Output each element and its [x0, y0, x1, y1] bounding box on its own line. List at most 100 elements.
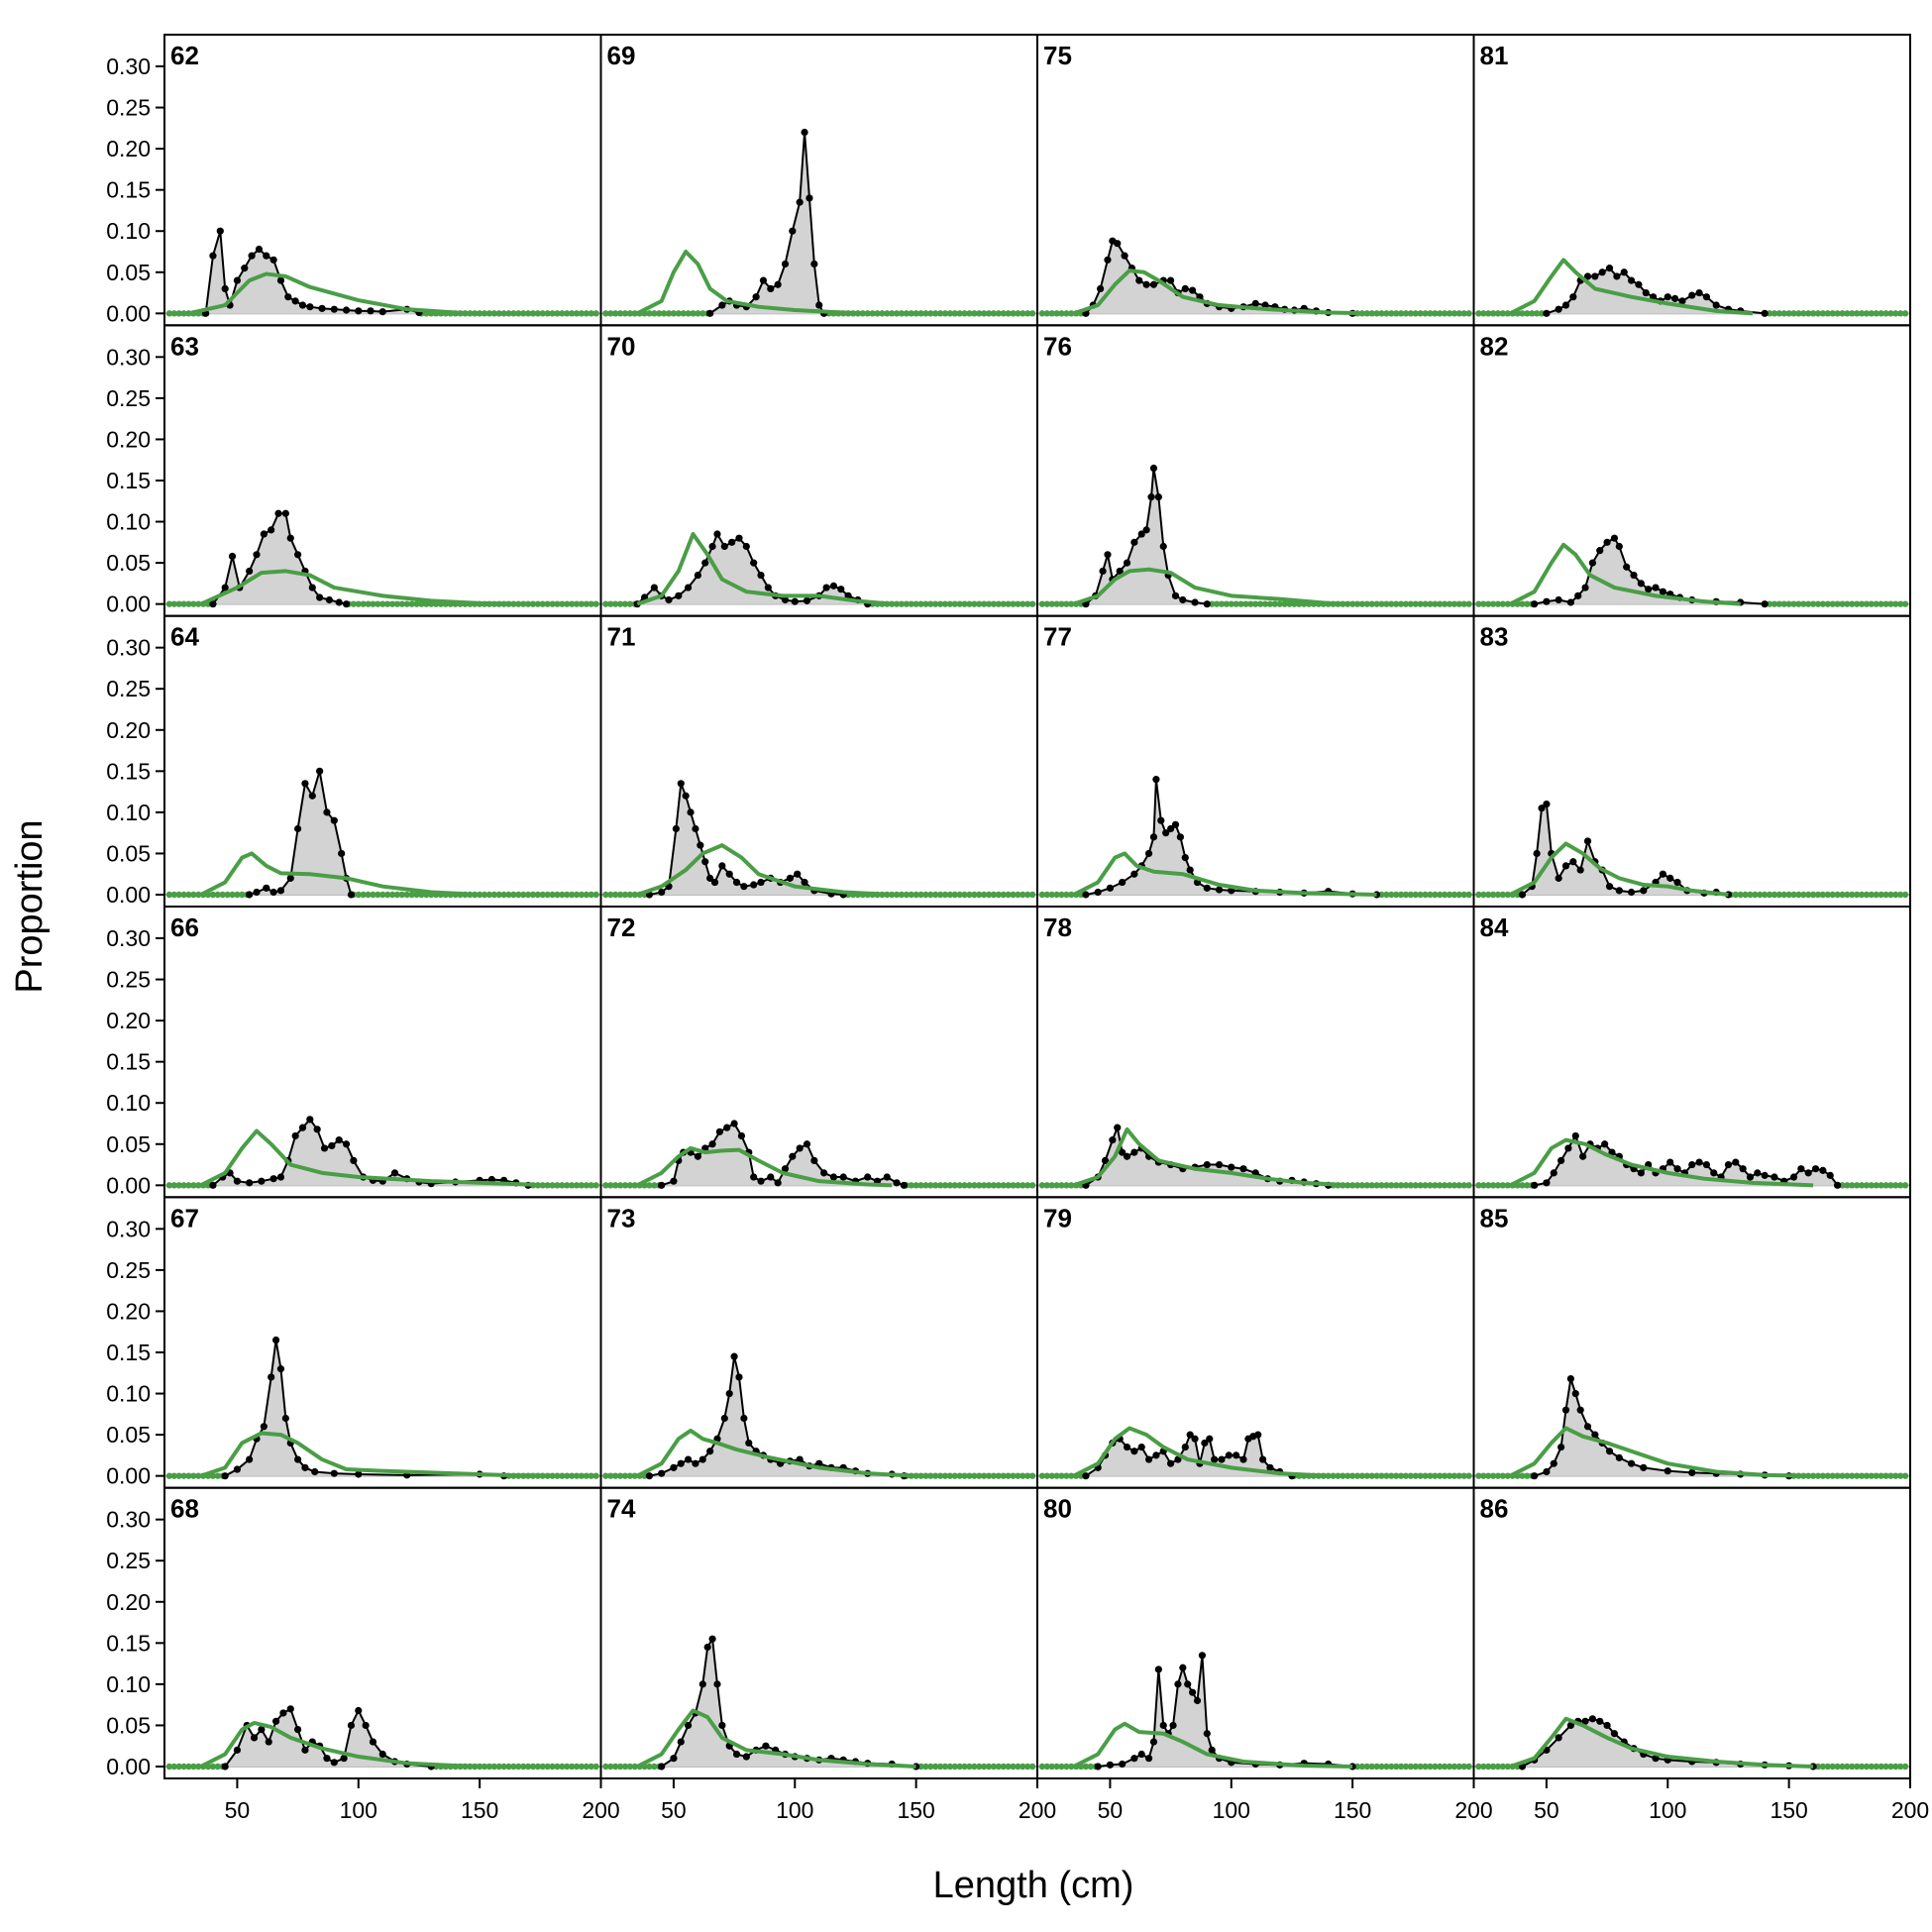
- x-tick-label: 50: [225, 1797, 251, 1823]
- zero-point: [1878, 1182, 1884, 1189]
- zero-point: [1252, 600, 1259, 607]
- zero-point: [1489, 310, 1497, 317]
- observed-point: [706, 309, 714, 317]
- panel-label: 85: [1480, 1203, 1509, 1233]
- observed-point: [1189, 1688, 1197, 1696]
- zero-point: [1422, 1763, 1429, 1771]
- zero-point: [500, 891, 507, 899]
- observed-point: [1211, 1455, 1219, 1463]
- observed-line: [1085, 779, 1377, 896]
- y-tick-label: 0.20: [106, 1298, 151, 1324]
- zero-point: [1849, 310, 1856, 317]
- zero-point: [495, 310, 502, 317]
- observed-point: [1130, 1448, 1138, 1455]
- zero-point: [1489, 1763, 1497, 1771]
- observed-point: [367, 307, 375, 315]
- zero-point: [1887, 1472, 1894, 1479]
- zero-point: [564, 1472, 571, 1479]
- zero-point: [966, 1472, 973, 1479]
- zero-point: [626, 600, 634, 607]
- observed-point: [1550, 1459, 1557, 1467]
- zero-point: [519, 310, 527, 317]
- zero-point: [180, 1182, 187, 1189]
- observed-point: [658, 1469, 666, 1477]
- zero-point: [1005, 891, 1012, 899]
- panel-frame: [1472, 324, 1911, 617]
- zero-point: [1437, 310, 1444, 317]
- zero-point: [1484, 891, 1492, 899]
- zero-point: [1901, 891, 1909, 899]
- observed-point: [720, 542, 728, 551]
- zero-point: [1849, 1472, 1856, 1479]
- observed-point: [1101, 1156, 1110, 1164]
- zero-point: [946, 1472, 954, 1479]
- observed-point: [258, 1177, 266, 1185]
- zero-point: [985, 1763, 993, 1771]
- zero-point: [1063, 1763, 1070, 1771]
- observed-point: [1142, 526, 1150, 534]
- panel-frame: [1036, 614, 1475, 909]
- y-tick-label: 0.15: [106, 468, 151, 493]
- zero-point: [1053, 1472, 1060, 1479]
- observed-point: [829, 1173, 838, 1181]
- zero-point: [1494, 891, 1502, 899]
- panel-label: 64: [170, 622, 199, 652]
- zero-point: [1858, 1182, 1866, 1189]
- zero-point: [1015, 891, 1021, 899]
- zero-point: [393, 600, 401, 607]
- zero-point: [481, 891, 488, 899]
- zero-point: [510, 891, 517, 899]
- observed-point: [1771, 1173, 1778, 1181]
- zero-point: [1038, 1472, 1046, 1479]
- zero-point: [1024, 1472, 1031, 1479]
- observed-point: [1123, 1443, 1131, 1451]
- zero-point: [616, 600, 624, 607]
- observed-point: [1640, 887, 1648, 895]
- panel-84: 84: [1472, 906, 1911, 1199]
- zero-point: [1805, 310, 1812, 317]
- y-tick-label: 0.00: [106, 300, 151, 326]
- zero-point: [1063, 1472, 1070, 1479]
- observed-point: [1121, 252, 1128, 260]
- zero-point: [1873, 1472, 1879, 1479]
- zero-point: [621, 310, 629, 317]
- observed-point: [1571, 1389, 1579, 1398]
- zero-point: [1363, 600, 1371, 607]
- x-tick-label: 200: [582, 1797, 619, 1823]
- observed-point: [742, 542, 750, 551]
- zero-point: [927, 1472, 934, 1479]
- zero-point: [1422, 1472, 1429, 1479]
- zero-point: [549, 891, 556, 899]
- observed-point: [209, 600, 217, 608]
- zero-point: [583, 310, 590, 317]
- zero-point: [621, 1472, 629, 1479]
- zero-point: [1455, 310, 1463, 317]
- zero-point: [1388, 310, 1395, 317]
- zero-point: [980, 1763, 988, 1771]
- observed-point: [1543, 309, 1551, 317]
- zero-point: [1402, 1472, 1410, 1479]
- observed-area: [649, 783, 844, 895]
- zero-point: [980, 600, 988, 607]
- observed-point: [281, 509, 289, 517]
- zero-point: [1484, 310, 1492, 317]
- zero-point: [651, 310, 658, 317]
- observed-point: [1555, 874, 1562, 882]
- observed-point: [335, 1136, 343, 1144]
- observed-point: [1635, 280, 1643, 288]
- zero-point: [1422, 891, 1429, 899]
- observed-point: [1673, 878, 1681, 887]
- zero-point: [1397, 1472, 1405, 1479]
- y-tick-label: 0.25: [106, 385, 151, 411]
- zero-point: [1368, 1472, 1375, 1479]
- zero-point: [1475, 310, 1482, 317]
- zero-point: [1524, 1472, 1531, 1479]
- zero-point: [631, 1182, 638, 1189]
- zero-point: [1348, 1472, 1356, 1479]
- zero-point: [529, 1763, 537, 1771]
- observed-area: [637, 534, 868, 604]
- observed-point: [1149, 1738, 1158, 1746]
- observed-point: [675, 591, 683, 599]
- zero-point: [1504, 891, 1511, 899]
- zero-point: [1024, 891, 1031, 899]
